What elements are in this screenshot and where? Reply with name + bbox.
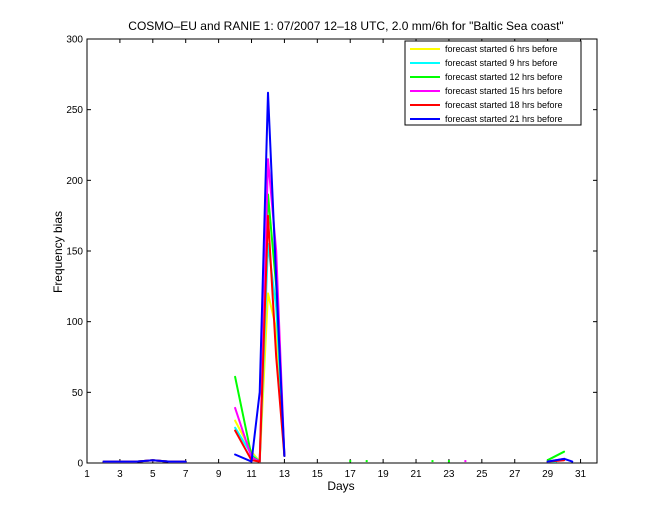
legend-label: forecast started 12 hrs before xyxy=(445,72,563,82)
x-tick-label: 27 xyxy=(509,469,521,480)
data-point xyxy=(447,460,450,463)
x-tick-label: 7 xyxy=(183,469,189,480)
y-tick-label: 50 xyxy=(72,388,84,399)
series-line-5 xyxy=(546,457,574,463)
x-tick-label: 23 xyxy=(443,469,455,480)
x-tick-label: 25 xyxy=(476,469,488,480)
legend-label: forecast started 18 hrs before xyxy=(445,100,563,110)
legend-label: forecast started 6 hrs before xyxy=(445,44,558,54)
series-line-5 xyxy=(234,91,286,463)
y-tick-label: 100 xyxy=(66,317,83,328)
x-tick-label: 3 xyxy=(117,469,123,480)
y-tick-label: 0 xyxy=(77,459,83,470)
x-tick-label: 13 xyxy=(279,469,291,480)
series-line-5 xyxy=(102,459,187,463)
x-tick-label: 31 xyxy=(575,469,587,480)
x-tick-label: 21 xyxy=(410,469,422,480)
x-tick-label: 9 xyxy=(216,469,222,480)
x-tick-label: 17 xyxy=(345,469,357,480)
data-point xyxy=(349,460,352,463)
plot-lines xyxy=(102,91,574,463)
y-tick-label: 250 xyxy=(66,105,83,116)
y-tick-label: 300 xyxy=(66,35,83,46)
series-line-4 xyxy=(234,214,286,463)
y-tick-label: 200 xyxy=(66,176,83,187)
series-line-2 xyxy=(546,450,566,462)
data-point xyxy=(464,460,467,463)
legend: forecast started 6 hrs before forecast st… xyxy=(404,40,582,126)
x-tick-label: 15 xyxy=(312,469,324,480)
legend-label: forecast started 21 hrs before xyxy=(445,114,563,124)
data-point xyxy=(431,460,434,463)
x-tick-label: 29 xyxy=(542,469,554,480)
x-tick-label: 11 xyxy=(246,469,257,480)
chart-title: COSMO–EU and RANIE 1: 07/2007 12–18 UTC,… xyxy=(128,19,563,33)
data-point xyxy=(365,460,368,463)
x-tick-label: 19 xyxy=(378,469,390,480)
legend-items: forecast started 6 hrs before forecast st… xyxy=(410,44,563,124)
legend-box xyxy=(404,40,582,126)
x-tick-label: 5 xyxy=(150,469,156,480)
legend-label: forecast started 15 hrs before xyxy=(445,86,563,96)
legend-label: forecast started 9 hrs before xyxy=(445,58,558,68)
x-tick-label: 1 xyxy=(84,469,90,480)
y-axis-label: Frequency bias xyxy=(51,211,65,293)
x-axis-label: Days xyxy=(327,479,354,493)
y-tick-label: 150 xyxy=(66,247,83,258)
